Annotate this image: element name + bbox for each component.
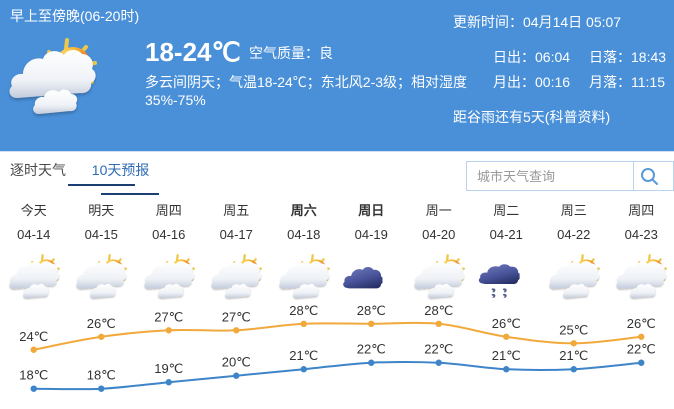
svg-text:22℃: 22℃ xyxy=(357,342,386,357)
svg-text:26℃: 26℃ xyxy=(627,316,656,331)
svg-text:28℃: 28℃ xyxy=(424,303,453,318)
svg-text:24℃: 24℃ xyxy=(19,329,48,344)
svg-text:18℃: 18℃ xyxy=(19,368,48,383)
svg-text:26℃: 26℃ xyxy=(492,316,521,331)
svg-text:18℃: 18℃ xyxy=(87,368,116,383)
svg-text:22℃: 22℃ xyxy=(627,342,656,357)
svg-text:28℃: 28℃ xyxy=(357,303,386,318)
svg-text:20℃: 20℃ xyxy=(222,355,251,370)
svg-text:19℃: 19℃ xyxy=(154,361,183,376)
svg-text:26℃: 26℃ xyxy=(87,316,116,331)
svg-text:21℃: 21℃ xyxy=(492,348,521,363)
svg-text:28℃: 28℃ xyxy=(289,303,318,318)
svg-text:22℃: 22℃ xyxy=(424,342,453,357)
svg-text:21℃: 21℃ xyxy=(289,348,318,363)
svg-text:27℃: 27℃ xyxy=(154,309,183,324)
svg-text:25℃: 25℃ xyxy=(559,322,588,337)
svg-text:27℃: 27℃ xyxy=(222,309,251,324)
svg-text:21℃: 21℃ xyxy=(559,348,588,363)
